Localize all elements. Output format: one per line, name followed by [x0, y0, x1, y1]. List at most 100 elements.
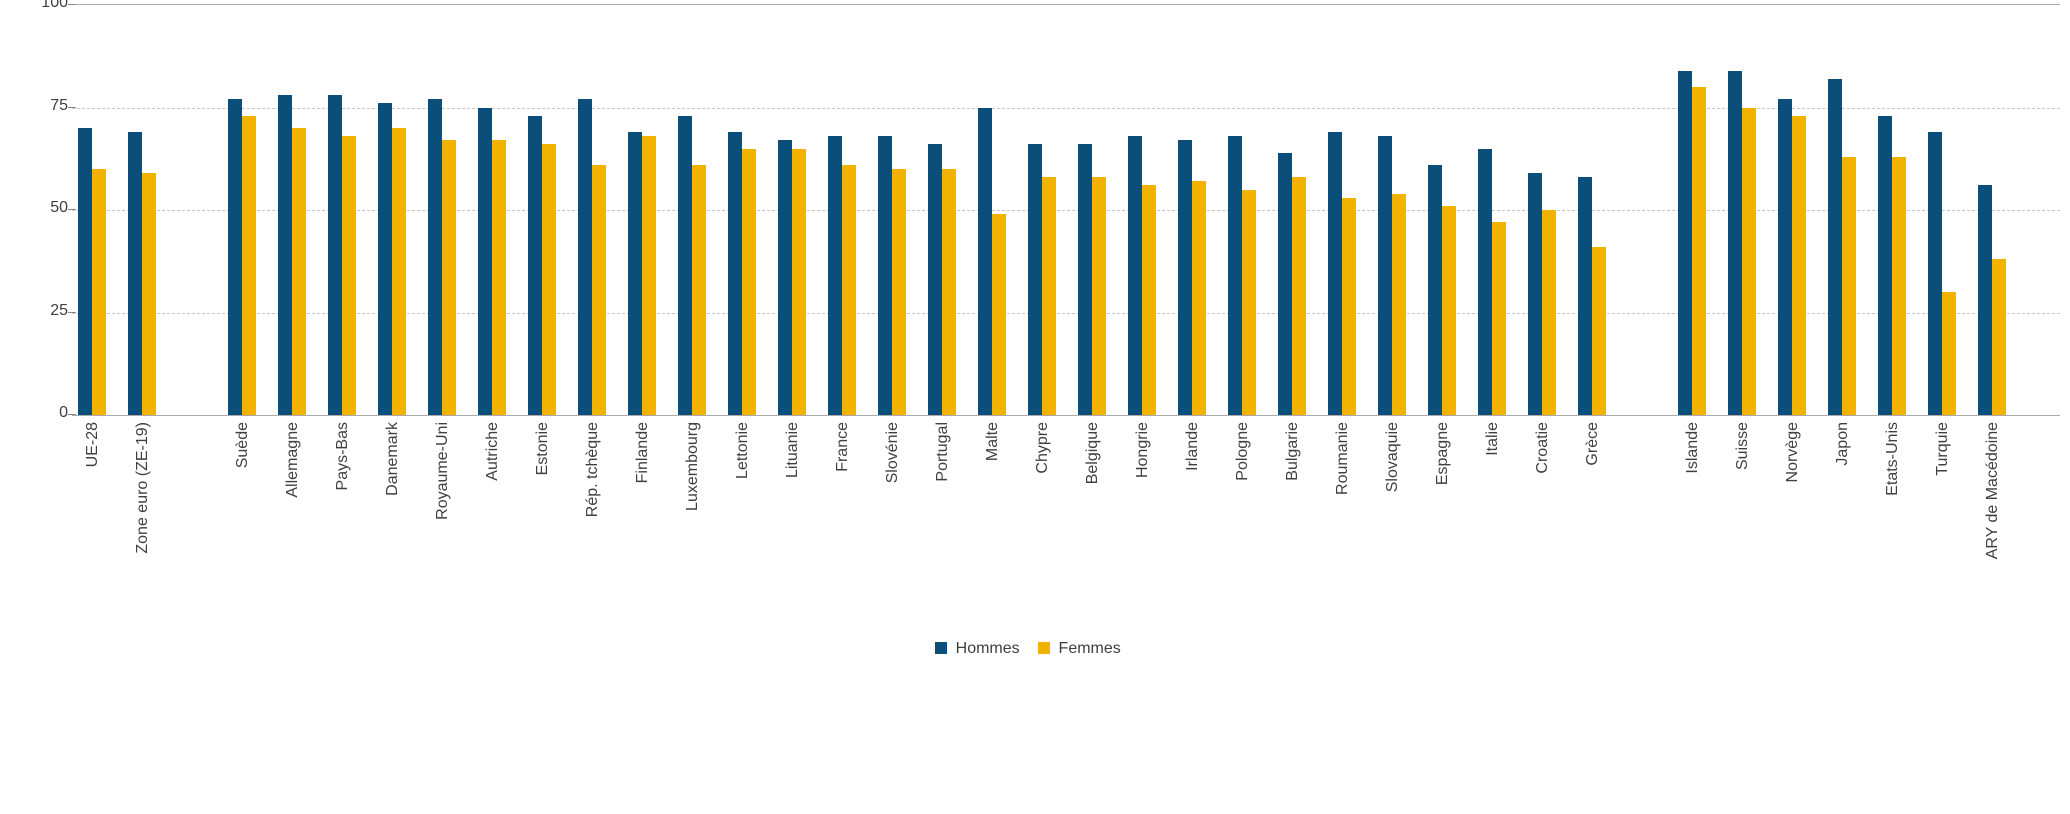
bar-hommes	[378, 103, 392, 415]
x-axis-category-label: Bulgarie	[1284, 422, 1302, 481]
bar-hommes	[878, 136, 892, 415]
bar-femmes	[1242, 190, 1256, 416]
x-axis-category-label: Pays-Bas	[334, 422, 352, 490]
bar-femmes	[642, 136, 656, 415]
x-axis-category-label: Italie	[1484, 422, 1502, 456]
grid-line	[72, 210, 2060, 211]
x-axis-category-label: Grèce	[1584, 422, 1602, 466]
bar-femmes	[942, 169, 956, 415]
bar-femmes	[1892, 157, 1906, 415]
bar-hommes	[1378, 136, 1392, 415]
bar-femmes	[542, 144, 556, 415]
y-axis-tick-label: 0	[28, 404, 68, 422]
bar-femmes	[792, 149, 806, 416]
x-axis-category-label: Royaume-Uni	[434, 422, 452, 520]
x-axis-category-label: Estonie	[534, 422, 552, 475]
x-axis-category-label: Chypre	[1034, 422, 1052, 474]
x-axis-category-label: Irlande	[1184, 422, 1202, 471]
bar-hommes	[1778, 99, 1792, 415]
bar-femmes	[242, 116, 256, 415]
bar-hommes	[1828, 79, 1842, 415]
x-axis-category-label: Croatie	[1534, 422, 1552, 474]
bar-hommes	[1028, 144, 1042, 415]
y-axis-tick-label: 50	[28, 199, 68, 217]
bar-hommes	[78, 128, 92, 415]
bar-hommes	[728, 132, 742, 415]
bar-hommes	[1928, 132, 1942, 415]
bar-hommes	[1178, 140, 1192, 415]
x-axis-category-label: Portugal	[934, 422, 952, 482]
employment-by-sex-chart: Hommes Femmes 0255075100UE-28Zone euro (…	[0, 0, 2070, 814]
bar-hommes	[128, 132, 142, 415]
x-axis-category-label: Etats-Unis	[1884, 422, 1902, 496]
bar-femmes	[92, 169, 106, 415]
y-axis-tick	[68, 312, 76, 313]
bar-hommes	[278, 95, 292, 415]
x-axis-category-label: UE-28	[84, 422, 102, 467]
y-axis-tick-label: 25	[28, 302, 68, 320]
bar-hommes	[1128, 136, 1142, 415]
bar-hommes	[1228, 136, 1242, 415]
bar-hommes	[628, 132, 642, 415]
bar-femmes	[1542, 210, 1556, 415]
bar-femmes	[692, 165, 706, 415]
bar-hommes	[678, 116, 692, 415]
x-axis-category-label: Turquie	[1934, 422, 1952, 476]
bar-hommes	[1078, 144, 1092, 415]
legend-label: Hommes	[951, 640, 1024, 657]
x-axis-category-label: Luxembourg	[684, 422, 702, 511]
bar-femmes	[1392, 194, 1406, 415]
x-axis-category-label: Islande	[1684, 422, 1702, 474]
bar-femmes	[1692, 87, 1706, 415]
bar-hommes	[1978, 185, 1992, 415]
legend: Hommes Femmes	[0, 640, 2070, 658]
bar-hommes	[978, 108, 992, 416]
x-axis-category-label: Zone euro (ZE-19)	[134, 422, 152, 554]
bar-femmes	[292, 128, 306, 415]
y-axis-tick	[68, 209, 76, 210]
x-axis-category-label: Slovaquie	[1384, 422, 1402, 492]
bar-femmes	[1092, 177, 1106, 415]
bar-femmes	[1292, 177, 1306, 415]
bar-femmes	[442, 140, 456, 415]
bar-hommes	[428, 99, 442, 415]
bar-hommes	[1528, 173, 1542, 415]
bar-femmes	[1442, 206, 1456, 415]
x-axis-category-label: Autriche	[484, 422, 502, 481]
bar-hommes	[928, 144, 942, 415]
x-axis-category-label: Danemark	[384, 422, 402, 496]
x-axis-category-label: Malte	[984, 422, 1002, 461]
y-axis-tick-label: 100	[28, 0, 68, 12]
x-axis-category-label: Lettonie	[734, 422, 752, 479]
bar-femmes	[392, 128, 406, 415]
bar-femmes	[1992, 259, 2006, 415]
bar-femmes	[1942, 292, 1956, 415]
bar-hommes	[228, 99, 242, 415]
bar-hommes	[1578, 177, 1592, 415]
bar-femmes	[892, 169, 906, 415]
plot-area	[72, 4, 2060, 416]
x-axis-category-label: Espagne	[1434, 422, 1452, 485]
x-axis-category-label: France	[834, 422, 852, 472]
bar-hommes	[1328, 132, 1342, 415]
legend-label: Femmes	[1054, 640, 1121, 657]
legend-swatch	[935, 642, 947, 654]
x-axis-category-label: Rép. tchèque	[584, 422, 602, 517]
bar-femmes	[1842, 157, 1856, 415]
bar-hommes	[578, 99, 592, 415]
grid-line	[72, 313, 2060, 314]
y-axis-tick	[68, 414, 76, 415]
x-axis-category-label: Suède	[234, 422, 252, 468]
bar-femmes	[842, 165, 856, 415]
x-axis-category-label: Japon	[1834, 422, 1852, 466]
bar-hommes	[1428, 165, 1442, 415]
bar-femmes	[592, 165, 606, 415]
bar-femmes	[992, 214, 1006, 415]
x-axis-category-label: Belgique	[1084, 422, 1102, 484]
legend-swatch	[1038, 642, 1050, 654]
bar-femmes	[1592, 247, 1606, 415]
bar-femmes	[492, 140, 506, 415]
bar-hommes	[1678, 71, 1692, 415]
bar-femmes	[1342, 198, 1356, 415]
bar-femmes	[1192, 181, 1206, 415]
